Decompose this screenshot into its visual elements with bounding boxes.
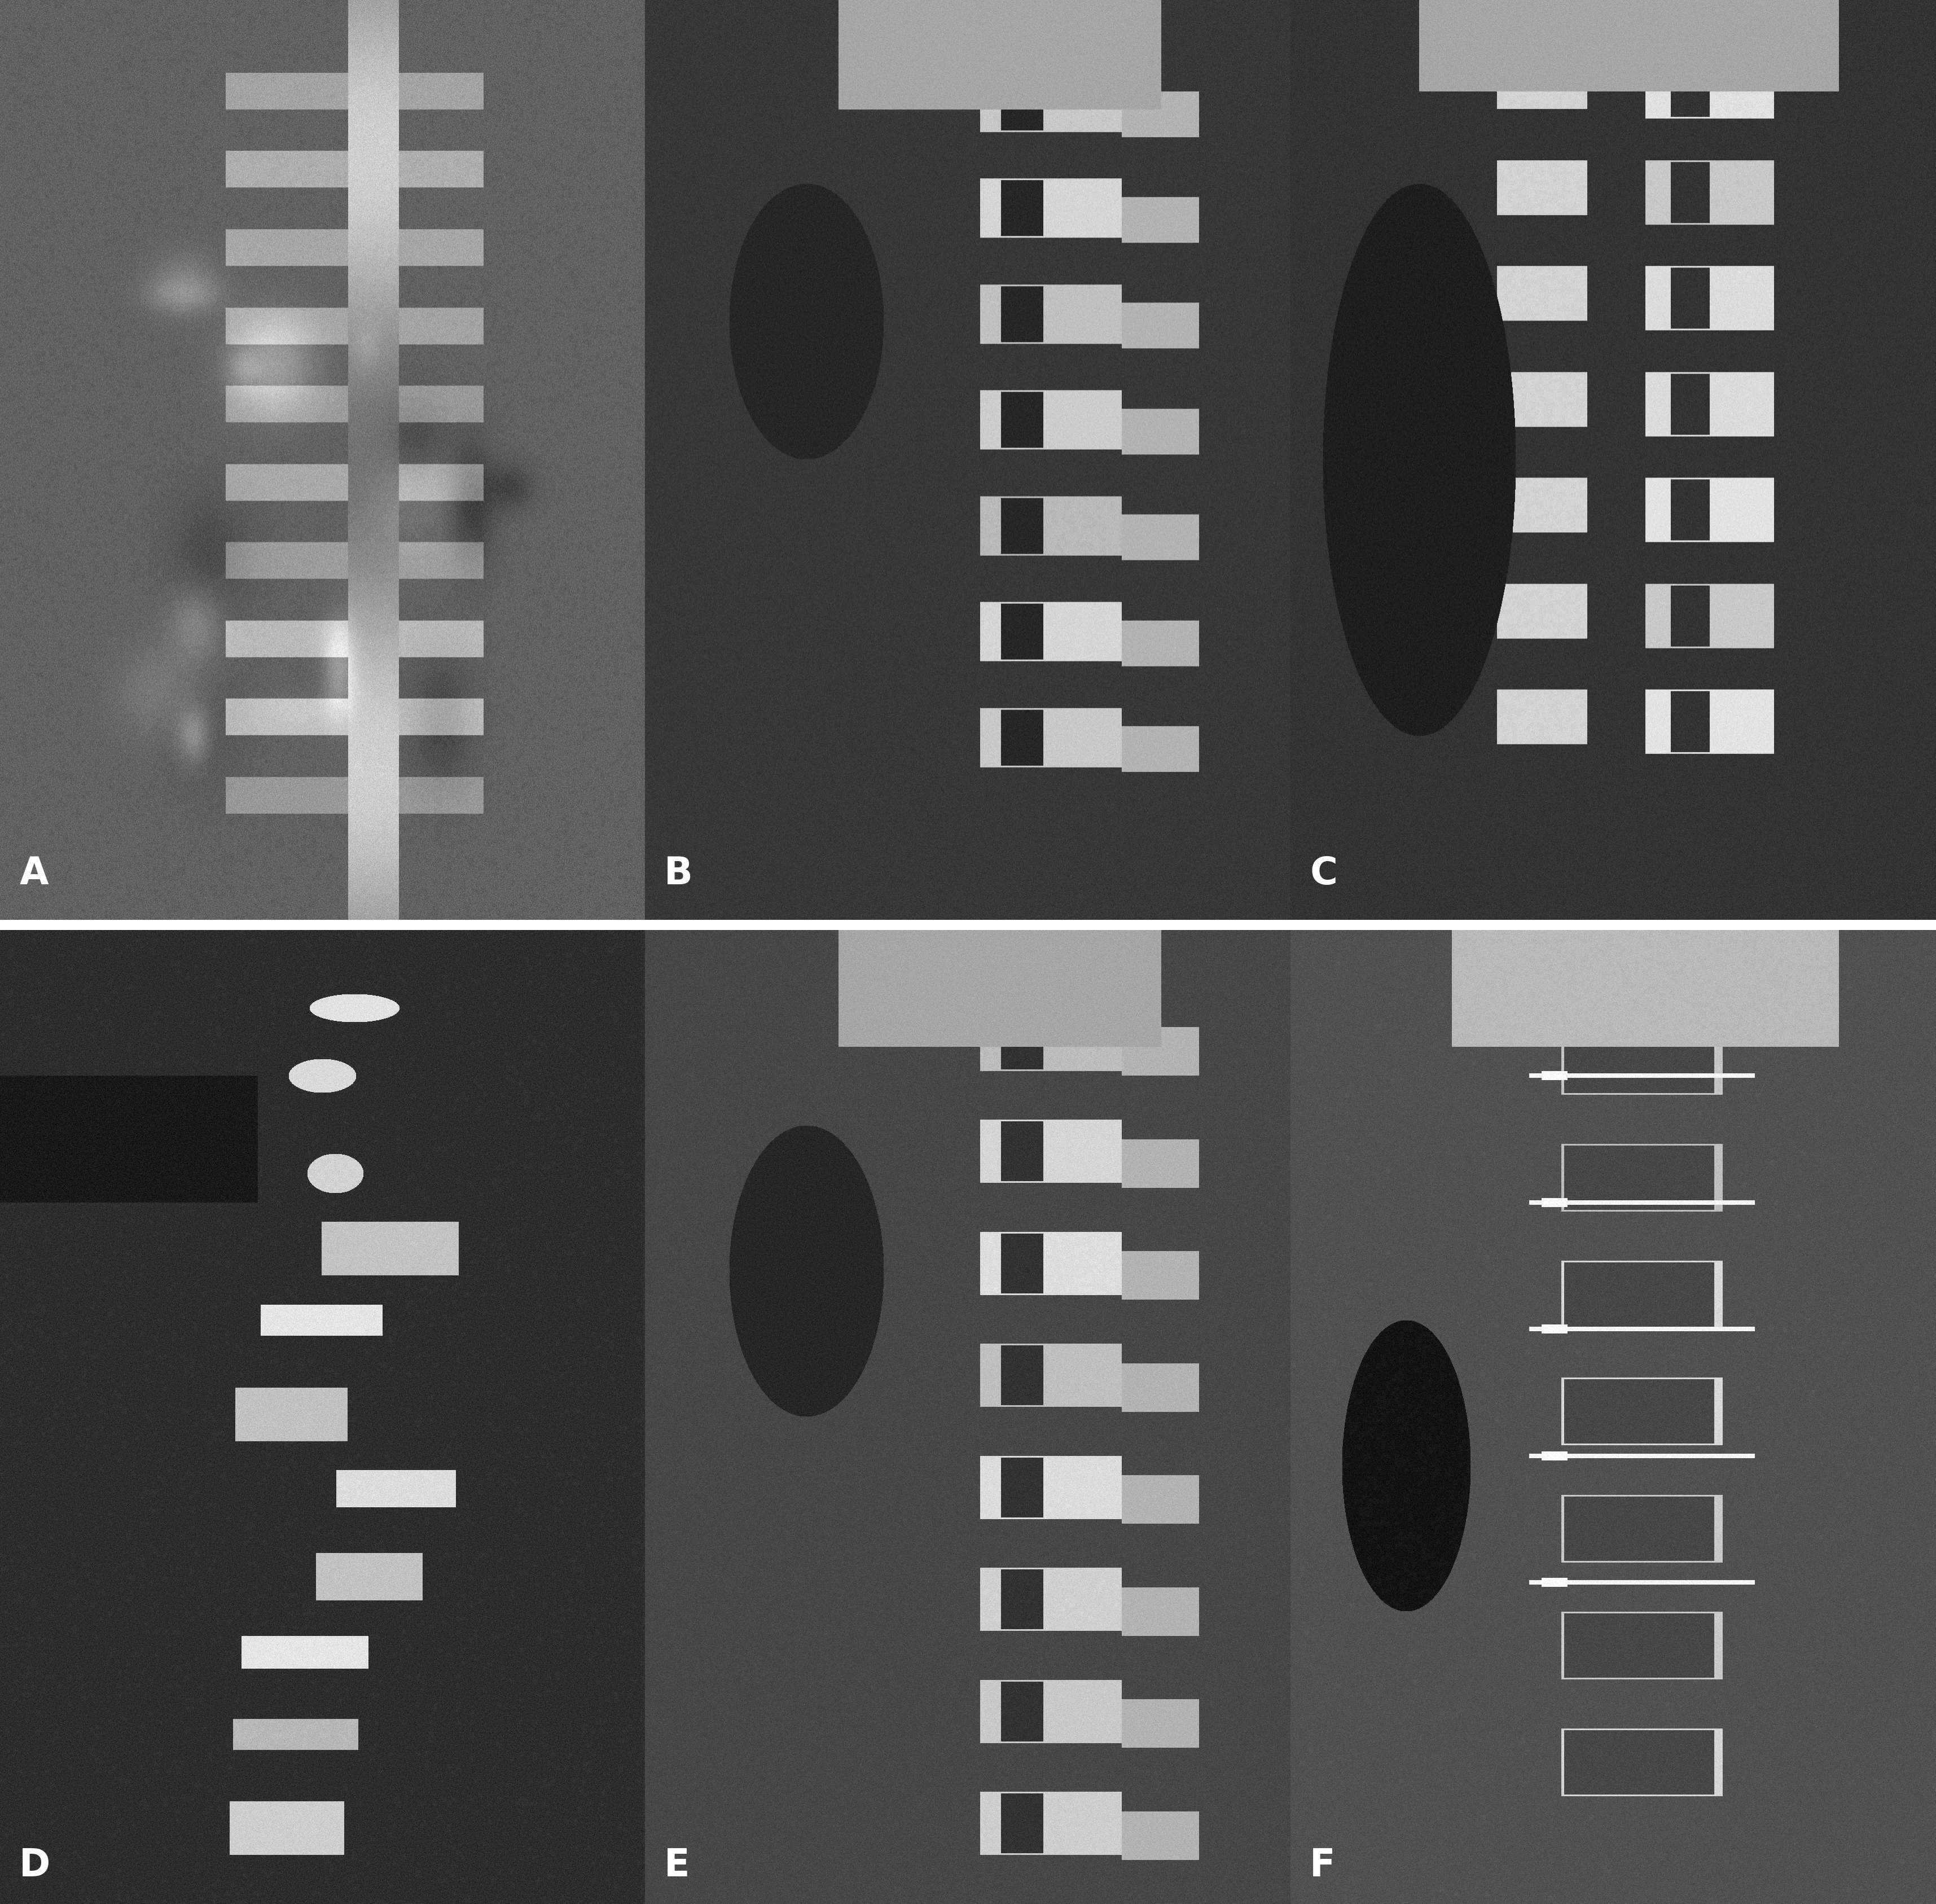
Text: D: D (19, 1847, 50, 1885)
Text: E: E (664, 1847, 689, 1885)
Text: C: C (1311, 855, 1338, 893)
Text: B: B (664, 855, 693, 893)
Text: A: A (19, 855, 48, 893)
Text: F: F (1311, 1847, 1336, 1885)
